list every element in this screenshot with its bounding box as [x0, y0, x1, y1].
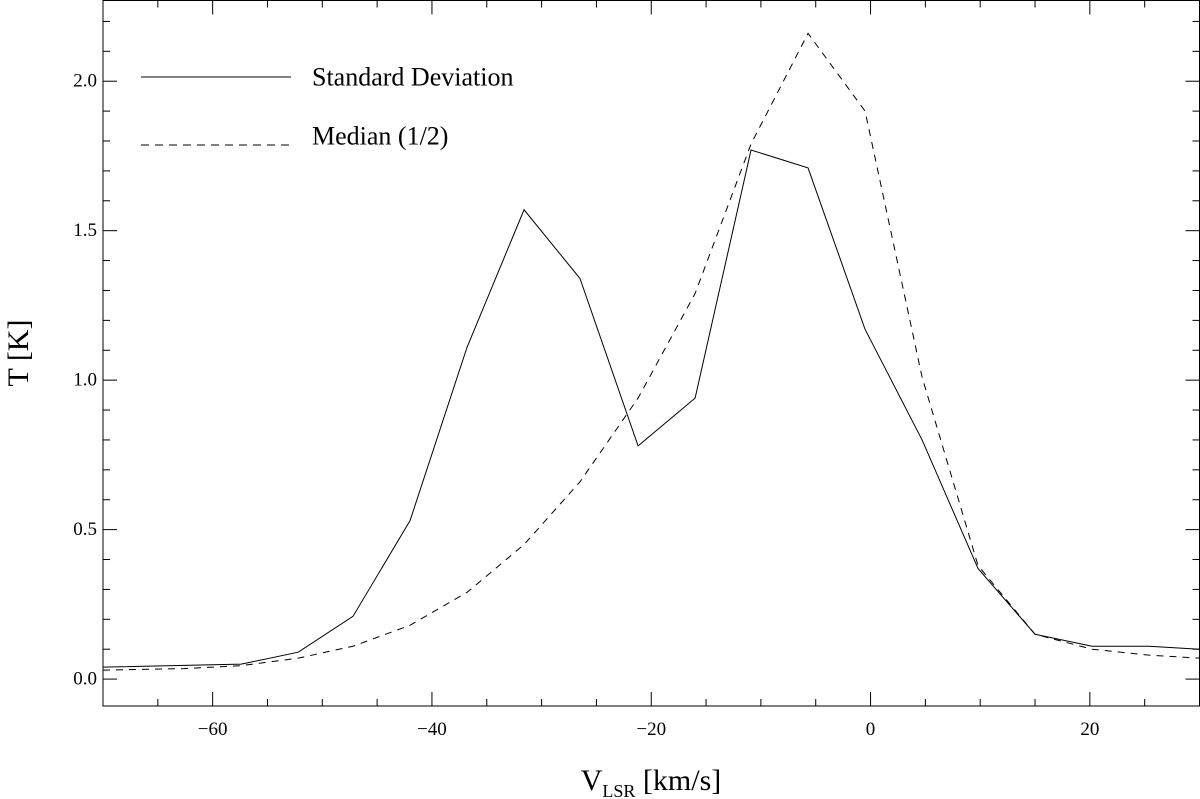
- y-tick-label: 2.0: [73, 71, 97, 92]
- legend-label-median: Median (1/2): [312, 122, 448, 151]
- x-tick-label: 0: [866, 719, 876, 740]
- x-axis-title-unit: [km/s]: [635, 764, 721, 797]
- series-lines: [102, 32, 1200, 671]
- x-tick-labels: −60 −40 −20 0 20: [198, 719, 1100, 740]
- legend-label-standard-deviation: Standard Deviation: [312, 63, 513, 92]
- y-tick-label: 0.5: [73, 519, 97, 540]
- y-tick-label: 1.5: [73, 220, 97, 241]
- series-median-line: [102, 32, 1200, 671]
- y-tick-label: 0.0: [73, 669, 97, 690]
- x-tick-label: 20: [1080, 719, 1099, 740]
- plot-frame: [102, 0, 1200, 707]
- x-axis-title: VLSR [km/s]: [581, 764, 722, 799]
- x-axis-title-subscript: LSR: [602, 781, 635, 799]
- series-standard-deviation-line: [102, 149, 1200, 668]
- x-tick-label: −60: [198, 719, 228, 740]
- x-axis-title-main: V: [581, 764, 603, 797]
- y-tick-label: 1.0: [73, 370, 97, 391]
- legend: Standard Deviation Median (1/2): [141, 63, 513, 151]
- x-tick-label: −40: [417, 719, 447, 740]
- x-tick-label: −20: [636, 719, 666, 740]
- minor-ticks: [102, 0, 1200, 706]
- y-axis-title: T [K]: [2, 320, 35, 387]
- y-tick-labels: 0.0 0.5 1.0 1.5 2.0: [73, 71, 97, 690]
- major-ticks: [103, 0, 1200, 706]
